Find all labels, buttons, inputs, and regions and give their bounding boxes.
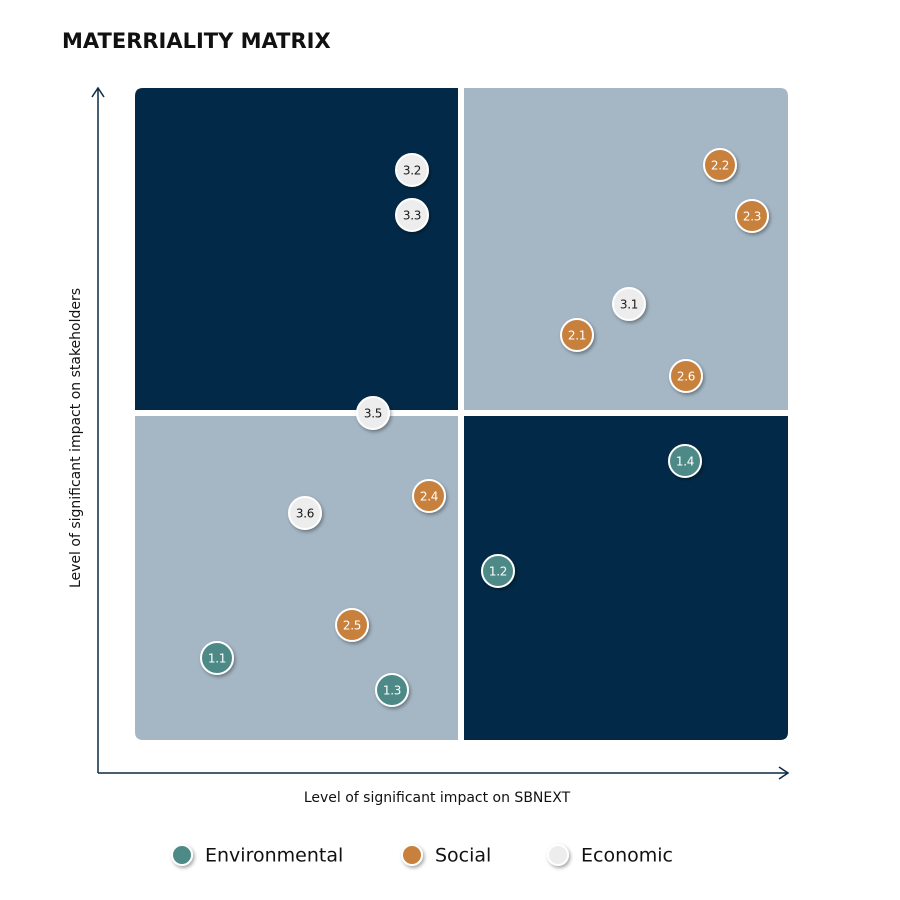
node: 3.6 bbox=[288, 496, 322, 530]
node-circle bbox=[669, 359, 703, 393]
node-label: 2.6 bbox=[677, 370, 695, 384]
node: 2.3 bbox=[735, 199, 769, 233]
node-label: 3.1 bbox=[620, 298, 638, 312]
node-label: 1.1 bbox=[208, 652, 226, 666]
nodes: 1.1 1.2 1.3 1.4 2.1 2.2 2.3 2.4 2.5 2.6 3.1 3.2 3.3 3… bbox=[200, 148, 769, 707]
quadrant bbox=[135, 416, 458, 740]
node: 2.2 bbox=[703, 148, 737, 182]
legend-label: Economic bbox=[581, 845, 673, 867]
legend-swatch bbox=[401, 844, 423, 866]
node: 1.1 bbox=[200, 641, 234, 675]
legend-label: Social bbox=[435, 845, 491, 867]
node-label: 2.4 bbox=[420, 490, 438, 504]
quadrant bbox=[464, 88, 788, 410]
node-label: 2.5 bbox=[343, 619, 361, 633]
node-label: 1.3 bbox=[383, 684, 401, 698]
legend-label: Environmental bbox=[205, 845, 343, 867]
y-axis-label: Level of significant impact on stakehold… bbox=[68, 288, 84, 588]
axes bbox=[91, 86, 790, 780]
node-label: 1.2 bbox=[489, 565, 507, 579]
y-arrow bbox=[91, 86, 105, 98]
node: 2.6 bbox=[669, 359, 703, 393]
node-circle bbox=[703, 148, 737, 182]
node: 3.5 bbox=[356, 396, 390, 430]
node-circle bbox=[668, 444, 702, 478]
node-circle bbox=[356, 396, 390, 430]
x-arrow bbox=[778, 766, 790, 780]
node-circle bbox=[288, 496, 322, 530]
node: 1.3 bbox=[375, 673, 409, 707]
node-label: 2.3 bbox=[743, 210, 761, 224]
node-label: 1.4 bbox=[676, 455, 694, 469]
node-label: 2.1 bbox=[568, 329, 586, 343]
node-circle bbox=[200, 641, 234, 675]
quadrant bbox=[135, 88, 458, 410]
node: 3.3 bbox=[395, 198, 429, 232]
node-circle bbox=[335, 608, 369, 642]
node-circle bbox=[560, 318, 594, 352]
node: 3.1 bbox=[612, 287, 646, 321]
legend: Environmental Social Economic bbox=[171, 844, 673, 867]
node: 2.1 bbox=[560, 318, 594, 352]
legend-swatch bbox=[171, 844, 193, 866]
node-circle bbox=[375, 673, 409, 707]
title: MATERRIALITY MATRIX bbox=[62, 29, 331, 53]
quadrant bbox=[464, 416, 788, 740]
node-label: 3.5 bbox=[364, 407, 382, 421]
node: 2.4 bbox=[412, 479, 446, 513]
node-label: 3.6 bbox=[296, 507, 314, 521]
node-circle bbox=[412, 479, 446, 513]
node-label: 2.2 bbox=[711, 159, 729, 173]
node-label: 3.3 bbox=[403, 209, 421, 223]
node: 1.2 bbox=[481, 554, 515, 588]
node-label: 3.2 bbox=[403, 164, 421, 178]
node: 1.4 bbox=[668, 444, 702, 478]
node-circle bbox=[612, 287, 646, 321]
legend-swatch bbox=[547, 844, 569, 866]
node: 3.2 bbox=[395, 153, 429, 187]
node-circle bbox=[735, 199, 769, 233]
node-circle bbox=[395, 153, 429, 187]
node: 2.5 bbox=[335, 608, 369, 642]
node-circle bbox=[481, 554, 515, 588]
x-axis-label: Level of significant impact on SBNEXT bbox=[304, 790, 571, 806]
node-circle bbox=[395, 198, 429, 232]
